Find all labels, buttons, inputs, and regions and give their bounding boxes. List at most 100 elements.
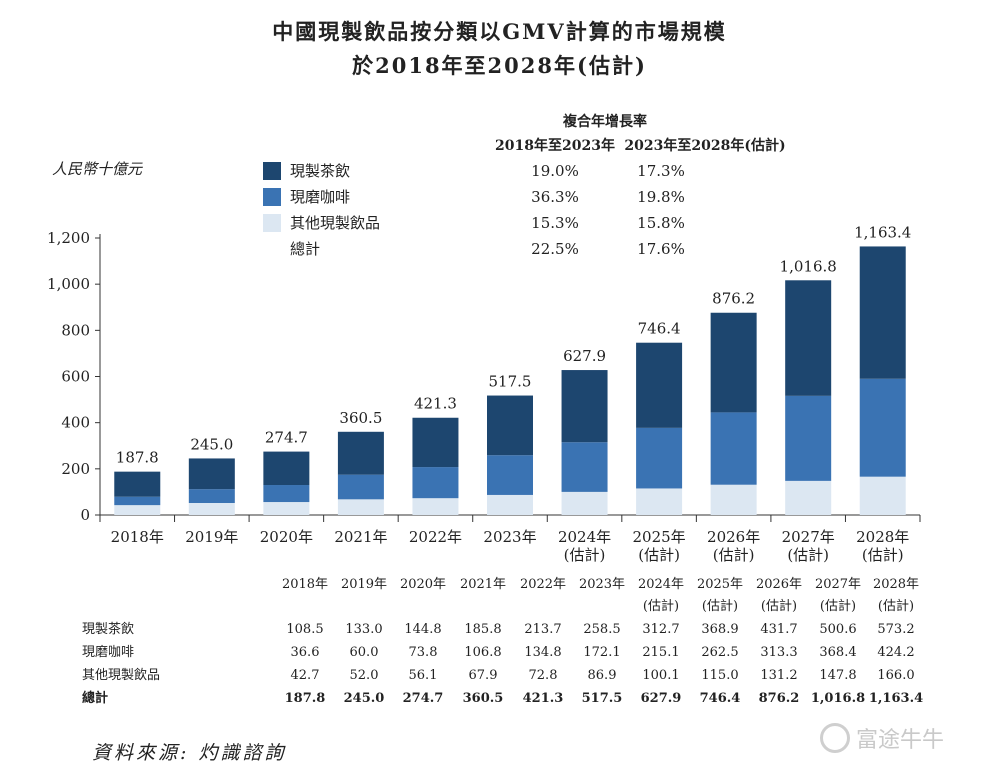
bar-segment (412, 498, 459, 515)
bar-segment (636, 488, 683, 515)
bar-total-label: 1,016.8 (780, 257, 837, 275)
y-tick-label: 0 (80, 506, 90, 524)
cagr-value: 19.8% (637, 188, 685, 206)
table-cell: 185.8 (464, 622, 501, 637)
y-tick-label: 1,000 (47, 275, 90, 293)
bar-segment (412, 417, 459, 468)
cagr-value: 15.3% (531, 214, 579, 232)
table-cell: 215.1 (642, 645, 679, 660)
bar-total-label: 274.7 (265, 429, 308, 447)
table-cell: 274.7 (403, 691, 444, 706)
y-tick-label: 800 (61, 321, 90, 339)
legend-label: 現磨咖啡 (290, 188, 350, 206)
table-cell: 52.0 (350, 668, 379, 683)
futu-logo-icon (820, 723, 850, 753)
table-header: (估計) (878, 598, 914, 614)
legend-swatch (263, 188, 281, 206)
bar-segment (710, 412, 757, 485)
cagr-value: 17.6% (637, 240, 685, 258)
bar-segment (188, 489, 235, 503)
table-cell: 131.2 (760, 668, 797, 683)
bar-segment (636, 342, 683, 428)
table-cell: 746.4 (700, 691, 741, 706)
bar-segment (114, 471, 161, 497)
table-row-label: 其他現製飲品 (82, 667, 160, 683)
table-row-label: 現磨咖啡 (82, 645, 134, 660)
table-cell: 360.5 (463, 691, 504, 706)
cagr-value: 15.8% (637, 214, 685, 232)
bar-segment (188, 458, 235, 490)
table-cell: 1,016.8 (811, 691, 865, 706)
cagr-value: 22.5% (531, 240, 579, 258)
table-header: 2021年 (460, 577, 506, 592)
table-header: 2018年 (282, 577, 328, 592)
table-cell: 36.6 (291, 645, 320, 660)
table-header: 2022年 (520, 577, 566, 592)
table-cell: 73.8 (409, 645, 438, 660)
x-tick-label: (估計) (787, 546, 829, 564)
bar-segment (785, 280, 832, 396)
table-header: 2027年 (815, 577, 861, 592)
table-cell: 245.0 (344, 691, 385, 706)
x-tick-label: 2022年 (409, 528, 462, 546)
table-cell: 431.7 (760, 622, 797, 637)
table-cell: 500.6 (819, 622, 856, 637)
table-header: 2024年 (638, 577, 684, 592)
table-header: 2025年 (697, 577, 743, 592)
x-tick-label: 2026年 (707, 528, 760, 546)
table-cell: 517.5 (582, 691, 623, 706)
cagr-value: 17.3% (637, 162, 685, 180)
bar-segment (337, 474, 384, 500)
bar-segment (337, 431, 384, 475)
source-note: 資料來源: 灼識諮詢 (92, 742, 287, 764)
table-cell: 876.2 (759, 691, 800, 706)
x-tick-label: 2020年 (260, 528, 313, 546)
table-cell: 213.7 (524, 622, 561, 637)
bar-segment (263, 451, 310, 486)
bar-total-label: 245.0 (190, 435, 233, 453)
legend-label: 現製茶飲 (290, 162, 350, 180)
table-cell: 86.9 (588, 668, 617, 683)
cagr-col1-header: 2018年至2023年 (495, 137, 615, 154)
bar-total-label: 187.8 (116, 449, 159, 467)
table-header: (估計) (820, 598, 856, 614)
table-cell: 133.0 (345, 622, 382, 637)
watermark-text: 富途牛牛 (856, 728, 945, 753)
x-tick-label: 2024年 (558, 528, 611, 546)
table-cell: 421.3 (523, 691, 564, 706)
legend-swatch (263, 214, 281, 232)
cagr-col2-header: 2023年至2028年(估計) (624, 137, 785, 154)
chart-title: 中國現製飲品按分類以GMV計算的市場規模 (272, 19, 727, 44)
bar-segment (636, 427, 683, 489)
table-header: 2020年 (400, 577, 446, 592)
x-tick-label: (估計) (564, 546, 606, 564)
table-cell: 627.9 (641, 691, 682, 706)
cagr-value: 19.0% (531, 162, 579, 180)
bar-segment (114, 505, 161, 515)
table-cell: 144.8 (404, 622, 441, 637)
table-cell: 106.8 (464, 645, 501, 660)
y-tick-label: 1,200 (47, 229, 90, 247)
bar-total-label: 421.3 (414, 395, 457, 413)
x-tick-label: 2027年 (782, 528, 835, 546)
table-cell: 187.8 (285, 691, 326, 706)
bar-segment (710, 484, 757, 515)
table-cell: 573.2 (877, 622, 914, 637)
table-cell: 56.1 (409, 668, 438, 683)
table-cell: 172.1 (583, 645, 620, 660)
table-cell: 60.0 (350, 645, 379, 660)
table-header: 2019年 (341, 577, 387, 592)
y-tick-label: 200 (61, 460, 90, 478)
bar-segment (561, 491, 608, 515)
x-tick-label: 2021年 (334, 528, 387, 546)
table-cell: 1,163.4 (869, 691, 923, 706)
bar-segment (487, 395, 533, 456)
bar-segment (785, 395, 832, 481)
table-row-label: 現製茶飲 (82, 621, 134, 637)
table-cell: 166.0 (877, 668, 914, 683)
bar-total-label: 360.5 (339, 409, 382, 427)
table-cell: 42.7 (291, 668, 320, 683)
x-tick-label: 2025年 (632, 528, 685, 546)
bar-total-label: 1,163.4 (854, 223, 911, 241)
table-header: 2028年 (873, 577, 919, 592)
